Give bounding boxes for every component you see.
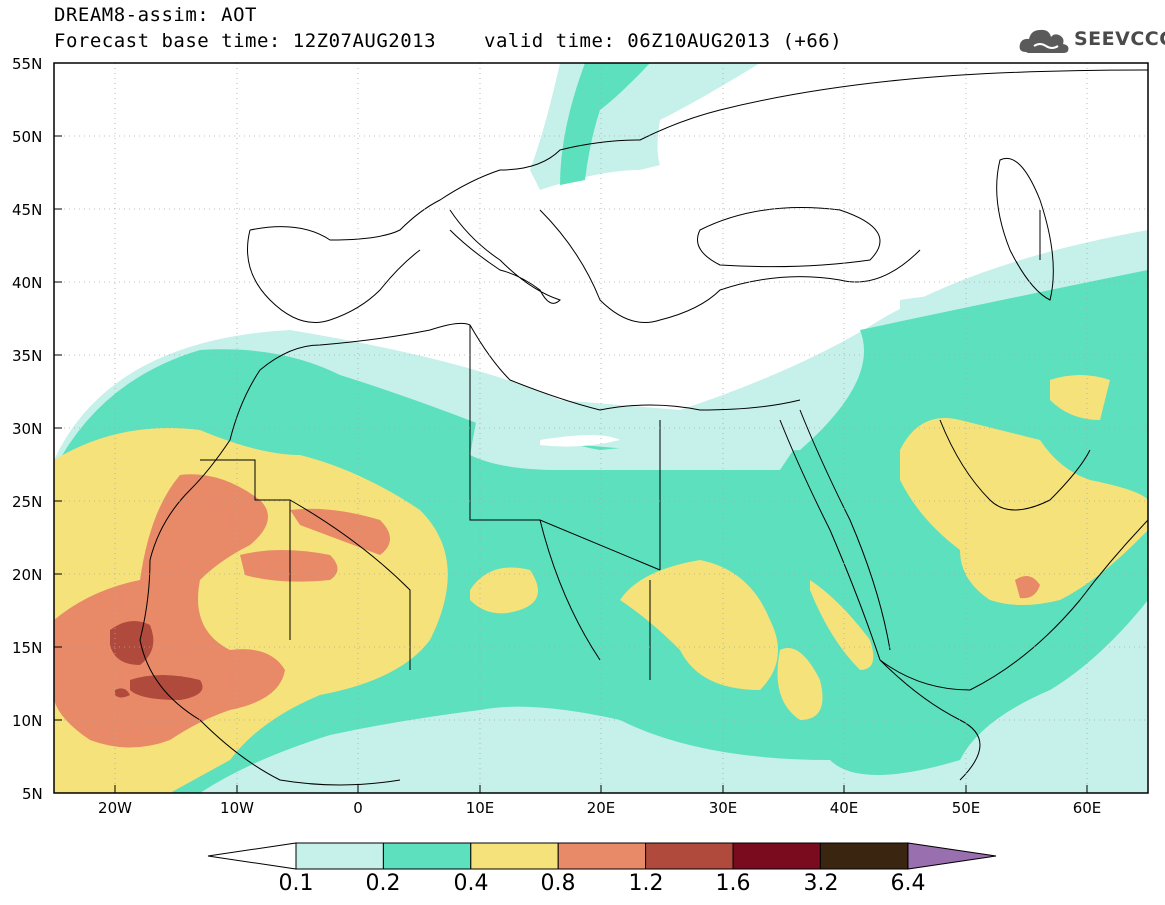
aot-band-1-2 <box>110 621 203 700</box>
tick-marks <box>54 62 1088 793</box>
colorbar-label: 1.6 <box>715 871 751 896</box>
coastlines <box>139 69 1148 786</box>
colorbar-label: 1.2 <box>628 871 664 896</box>
valid-time: valid time: 06Z10AUG2013 (+66) <box>484 30 843 52</box>
lon-label: 50E <box>951 799 981 817</box>
lat-label: 25N <box>12 493 43 511</box>
lon-label: 10E <box>465 799 495 817</box>
map-title: DREAM8-assim: AOT <box>54 4 257 26</box>
lat-label: 45N <box>12 201 43 219</box>
lat-label: 5N <box>22 785 43 803</box>
colorbar-label: 0.4 <box>453 871 489 896</box>
lat-label: 20N <box>12 566 43 584</box>
lon-label: 20E <box>586 799 616 817</box>
lon-label: 60E <box>1072 799 1102 817</box>
lat-label: 10N <box>12 712 43 730</box>
lat-label: 50N <box>12 128 43 146</box>
lon-label: 0 <box>353 799 363 817</box>
logo-text: SEEVCCC <box>1074 28 1165 50</box>
aot-band-0-8 <box>54 474 1040 748</box>
colorbar-label: 3.2 <box>803 871 839 896</box>
lon-label: 30E <box>708 799 738 817</box>
lat-label: 15N <box>12 639 43 657</box>
colorbar-label: 0.2 <box>365 871 401 896</box>
lon-label: 40E <box>829 799 859 817</box>
forecast-base-time: Forecast base time: 12Z07AUG2013 <box>54 30 437 52</box>
lon-label: 10W <box>220 799 254 817</box>
colorbar-label: 6.4 <box>890 871 926 896</box>
lon-label: 20W <box>98 799 132 817</box>
seevccc-logo: SEEVCCC <box>1018 22 1165 58</box>
colorbar-label: 0.1 <box>278 871 314 896</box>
lat-label: 35N <box>12 347 43 365</box>
grid-lines <box>54 63 1148 793</box>
lat-label: 30N <box>12 420 43 438</box>
lat-label: 55N <box>12 55 43 73</box>
cloud-icon <box>1019 29 1069 53</box>
colorbar-label: 0.8 <box>540 871 576 896</box>
lat-label: 40N <box>12 274 43 292</box>
